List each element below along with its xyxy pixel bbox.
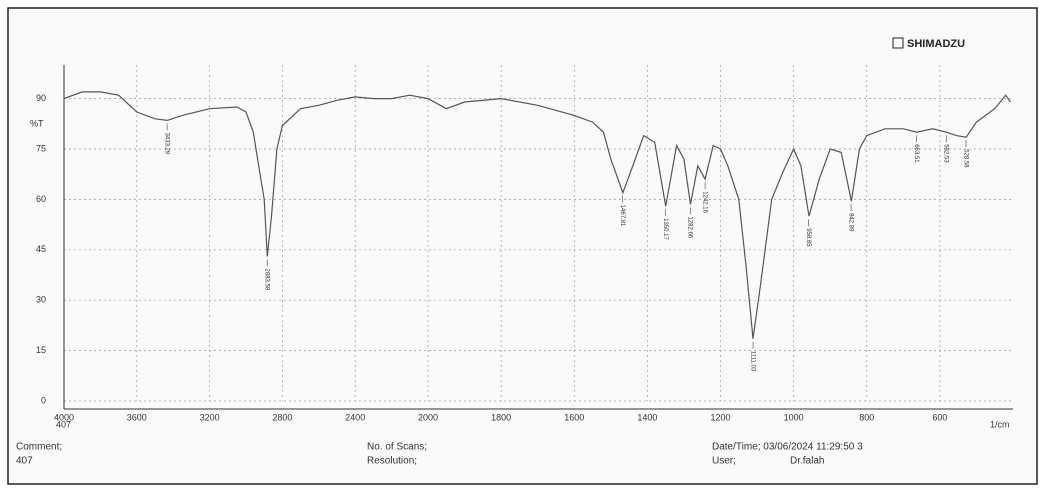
user-value: Dr.falah (790, 456, 824, 467)
x-tick-label: 1400 (637, 412, 657, 422)
spectrum (63, 91, 1011, 339)
x-tick-label: 1000 (784, 412, 804, 422)
x-tick-label: 2000 (418, 412, 438, 422)
peak-label: 582.53 (943, 144, 949, 163)
peak-label: 958.85 (805, 228, 811, 247)
x-tick-label: 3600 (127, 412, 147, 422)
peak-label: 842.89 (847, 213, 853, 232)
x-tick-label: 3200 (200, 412, 220, 422)
user-label: User; (712, 456, 736, 467)
y-tick-label: 45 (36, 244, 46, 254)
x-tick-label: 2800 (272, 412, 292, 422)
brand: SHIMADZU (907, 38, 965, 50)
comment-label: Comment; (16, 442, 62, 453)
logo (892, 37, 904, 49)
x-unit: 1/cm (990, 419, 1010, 429)
peak-label: 3433.29 (164, 132, 170, 154)
y-tick-label: 90 (36, 93, 46, 103)
frame (7, 7, 1038, 485)
scans-label: No. of Scans; (367, 442, 427, 453)
x-tick-label: 1600 (564, 412, 584, 422)
y-tick-label: 30 (36, 295, 46, 305)
resolution-label: Resolution; (367, 456, 417, 467)
peak-label: 1242.16 (702, 191, 708, 213)
peak-label: 663.51 (913, 144, 919, 163)
peak-label: 528.58 (962, 149, 968, 168)
y-tick-label: 60 (36, 194, 46, 204)
comment-value: 407 (16, 456, 33, 467)
peak-label: 2883.58 (264, 269, 270, 291)
y-tick-label: 75 (36, 143, 46, 153)
x-tick-label: 800 (859, 412, 874, 422)
x-tick-label: 600 (932, 412, 947, 422)
y-tick-label: 15 (36, 345, 46, 355)
peak-label: 1111.03 (749, 351, 755, 372)
x-tick-label: 1800 (491, 412, 511, 422)
x-tick-label: 1200 (710, 412, 730, 422)
peak-label: 1350.17 (662, 218, 668, 240)
start-note: 407 (56, 419, 71, 429)
y-tick-label: 0 (41, 395, 46, 405)
x-tick-label: 2400 (345, 412, 365, 422)
x-tick-label: 4000 (54, 412, 74, 422)
peak-label: 1282.66 (687, 216, 693, 238)
peak-label: 1467.81 (619, 205, 625, 227)
datetime: Date/Time; 03/06/2024 11:29:50 3 (712, 442, 863, 453)
y-label: %T (30, 118, 44, 128)
